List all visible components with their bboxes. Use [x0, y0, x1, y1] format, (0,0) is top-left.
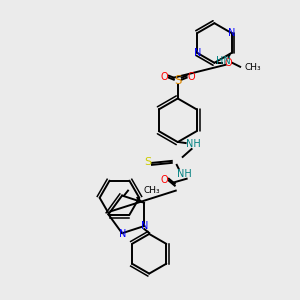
Text: N: N — [194, 48, 201, 58]
Text: HN: HN — [216, 56, 231, 66]
Text: N: N — [140, 221, 148, 231]
Text: O: O — [188, 72, 195, 82]
Text: O: O — [160, 175, 168, 185]
Text: S: S — [145, 157, 152, 167]
Text: N: N — [119, 229, 127, 239]
Text: CH₃: CH₃ — [244, 63, 261, 72]
Text: O: O — [224, 58, 232, 68]
Text: S: S — [174, 74, 182, 87]
Text: O: O — [160, 72, 168, 82]
Text: N: N — [228, 28, 235, 38]
Text: NH: NH — [186, 139, 201, 149]
Text: CH₃: CH₃ — [144, 186, 160, 195]
Text: NH: NH — [177, 169, 192, 179]
